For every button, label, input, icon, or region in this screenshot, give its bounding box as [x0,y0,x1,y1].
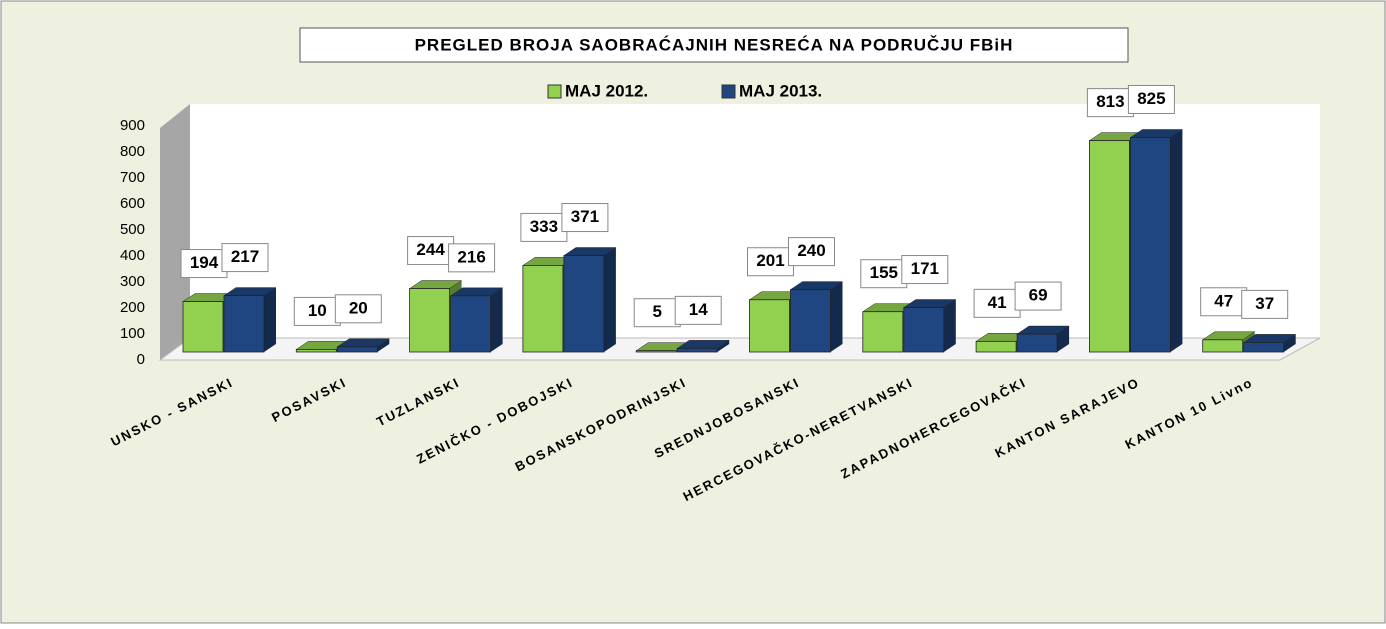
value-label-box [1200,287,1248,317]
value-label: 201 [756,251,784,270]
legend-label: MAJ 2013. [739,81,822,100]
bar [975,340,1017,353]
value-label-box [448,243,496,273]
bar [903,307,945,353]
bar [182,301,224,353]
value-label: 244 [416,240,445,259]
value-label: 216 [457,247,485,266]
title-box [299,27,1129,63]
value-label-box [561,203,609,233]
bar-side [490,287,503,352]
bar [749,299,790,353]
value-label: 217 [231,247,259,266]
y-tick-label: 100 [120,325,145,342]
value-label: 37 [1255,294,1274,313]
bar-side [264,287,276,352]
value-label: 69 [1029,286,1048,305]
bar [295,348,337,353]
bar [1202,339,1244,353]
value-label: 10 [308,301,327,320]
value-label-box [1241,289,1289,319]
bar [409,288,451,353]
bar-side [603,247,616,352]
bar [635,350,677,353]
value-label: 333 [530,217,558,236]
value-label-box [180,249,228,279]
y-tick-label: 500 [120,221,145,238]
legend-label: MAJ 2012. [565,81,648,100]
bar-side [943,299,956,352]
legend-swatch [721,84,736,99]
bar-side [1170,129,1183,352]
value-label-box [1127,85,1175,114]
bar-side [1283,334,1296,352]
value-label: 47 [1214,291,1233,310]
value-label-box [407,236,455,266]
value-label-box [1014,281,1062,311]
value-label-box [293,296,341,326]
value-label: 813 [1096,92,1124,111]
value-label-box [520,212,568,242]
bar-side [830,281,843,352]
y-tick-label: 600 [120,195,145,212]
value-label-box [1086,88,1134,118]
value-label: 41 [988,293,1007,312]
bar [676,347,718,353]
value-label: 194 [190,253,219,272]
y-tick-label: 0 [137,351,145,368]
bar [336,346,378,353]
bar [790,289,831,353]
value-label-box [788,237,835,267]
bar-side [717,340,730,352]
value-label: 14 [689,300,708,319]
side-wall [160,104,190,360]
value-label: 240 [797,241,825,260]
value-label-box [747,247,794,277]
y-tick-label: 200 [120,299,145,316]
bar-side [377,338,390,352]
y-tick-label: 900 [120,117,145,134]
chart-title: PREGLED BROJA SAOBRAĆAJNIH NESREĆA NA PO… [415,35,1014,54]
value-label: 20 [349,298,368,317]
value-label: 825 [1137,89,1165,108]
value-label-box [674,295,722,325]
value-label-box [334,294,382,324]
bar-side [1057,326,1070,352]
y-tick-label: 700 [120,169,145,186]
value-label-box [901,255,949,285]
bar [1016,333,1058,353]
bar [1243,341,1285,353]
value-label: 371 [571,207,599,226]
bar [1130,137,1171,353]
bar [563,255,605,353]
bar [862,311,904,353]
y-tick-label: 300 [120,273,145,290]
value-label: 171 [911,259,939,278]
bar [450,295,492,353]
y-tick-label: 400 [120,247,145,264]
value-label: 155 [870,263,898,282]
value-label: 5 [652,302,661,321]
value-label-box [221,243,269,273]
value-label-box [860,259,908,289]
bar [223,295,265,353]
y-tick-label: 800 [120,143,145,160]
bar [1089,140,1130,353]
legend-swatch [547,84,562,99]
bar [522,265,564,353]
